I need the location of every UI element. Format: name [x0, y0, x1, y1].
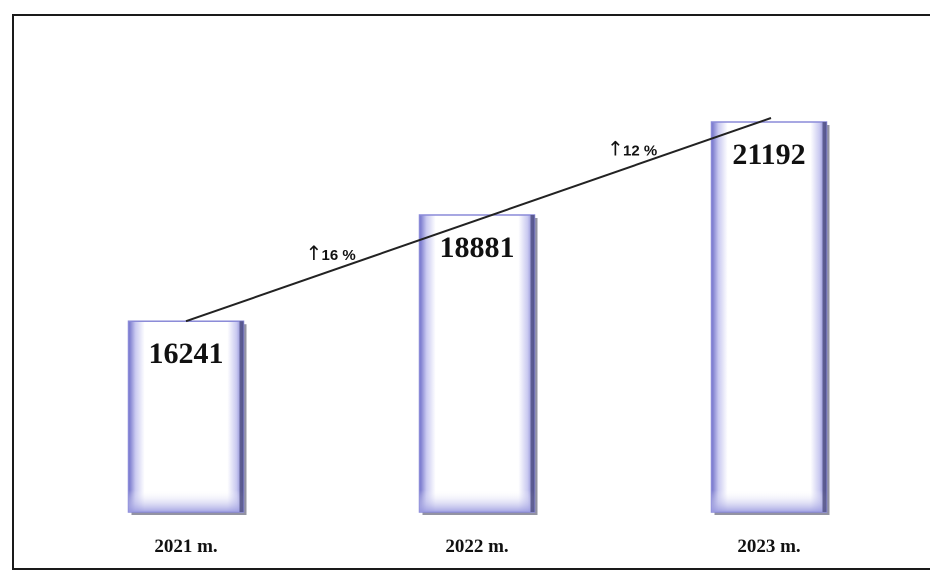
category-label: 2023 m.: [737, 536, 800, 557]
growth-percent-label: 12 %: [623, 142, 657, 159]
growth-annotation: ↑ 16 %: [306, 241, 356, 265]
bar-base-glow: [128, 490, 244, 512]
bar-edge-right: [530, 214, 535, 512]
bars-layer: [127, 121, 830, 515]
up-arrow-icon: ↑: [306, 241, 323, 265]
bar-3: [710, 121, 830, 515]
bar-2: [418, 214, 538, 515]
bar-value-label: 18881: [440, 231, 515, 264]
bar-body: [710, 121, 828, 513]
up-arrow-icon: ↑: [607, 136, 624, 160]
category-label: 2022 m.: [445, 536, 508, 557]
trend-line-layer: [185, 117, 772, 323]
bar-base-glow: [419, 490, 535, 512]
bar-value-label: 16241: [149, 337, 224, 370]
category-label: 2021 m.: [154, 536, 217, 557]
bar-value-label: 21192: [732, 138, 805, 171]
growth-annotation: ↑ 12 %: [607, 136, 657, 160]
bar-body: [418, 214, 536, 513]
trend-line: [185, 117, 772, 323]
bar-edge-right: [239, 321, 244, 512]
growth-percent-label: 16 %: [322, 247, 356, 264]
bar-base-glow: [711, 490, 827, 512]
bar-edge-right: [822, 122, 827, 512]
bar-1: [127, 320, 247, 515]
